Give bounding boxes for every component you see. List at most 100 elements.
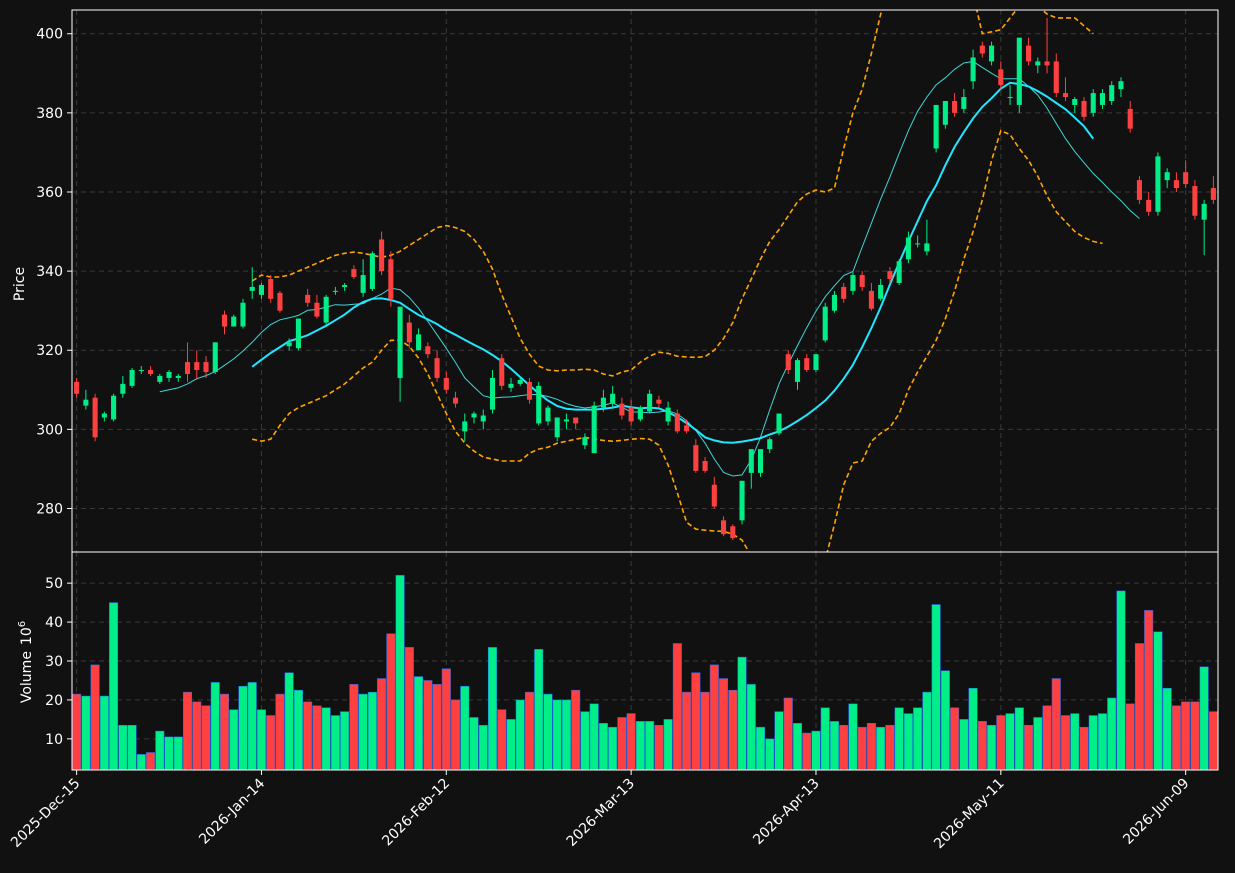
candle-body-70 (721, 520, 727, 535)
volume-bar-71 (728, 689, 738, 770)
volume-bar-12 (183, 691, 193, 770)
candle-body-50 (536, 385, 542, 424)
volume-ytick-label-20: 20 (45, 693, 63, 709)
candle-body-110 (1090, 93, 1096, 113)
volume-bar-68 (700, 691, 710, 770)
candle-body-39 (434, 358, 440, 378)
volume-bar-4 (109, 602, 119, 770)
candle-body-29 (342, 284, 348, 287)
candle-body-62 (647, 393, 653, 412)
volume-bar-94 (940, 670, 950, 770)
volume-bar-110 (1088, 715, 1098, 770)
candle-body-38 (425, 346, 431, 355)
volume-bar-122 (1199, 666, 1209, 770)
price-ytick-label-380: 380 (36, 106, 63, 122)
volume-bar-62 (645, 721, 655, 770)
volume-bar-22 (275, 693, 285, 770)
volume-bar-114 (1125, 703, 1135, 770)
volume-bar-69 (709, 664, 719, 770)
volume-bar-119 (1171, 705, 1181, 770)
candle-body-52 (554, 417, 560, 438)
price-ytick-label-340: 340 (36, 264, 63, 280)
volume-bar-48 (515, 699, 525, 770)
volume-bar-87 (876, 726, 886, 770)
candle-body-33 (379, 239, 385, 272)
volume-bar-45 (488, 647, 498, 770)
fast-ma-line (159, 60, 1140, 477)
volume-bar-118 (1162, 688, 1172, 770)
candle-body-83 (841, 286, 847, 299)
candle-body-46 (499, 358, 505, 386)
volume-bar-105 (1042, 705, 1052, 770)
volume-bar-79 (802, 732, 812, 770)
candle-body-26 (314, 302, 320, 317)
volume-bar-92 (922, 691, 932, 770)
volume-bar-52 (552, 699, 562, 770)
volume-bar-102 (1014, 707, 1024, 770)
volume-axis-label-text: Volume (19, 651, 35, 703)
candle-body-22 (277, 292, 283, 311)
candle-body-73 (748, 449, 754, 473)
volume-bar-21 (266, 715, 276, 770)
volume-bar-59 (617, 717, 627, 770)
volume-bar-44 (478, 724, 488, 770)
candle-body-114 (1127, 108, 1133, 129)
candle-body-122 (1201, 203, 1207, 220)
candle-body-45 (489, 377, 496, 410)
candle-body-24 (295, 318, 301, 349)
volume-bar-13 (192, 701, 202, 770)
price-ytick-label-400: 400 (36, 27, 63, 43)
price-panel: 280 300 320 340 360 380 400 (36, 9, 1219, 553)
volume-axis-exponent-power: 6 (17, 621, 28, 627)
candle-body-101 (1007, 97, 1013, 99)
volume-bar-77 (783, 697, 793, 770)
candle-body-67 (693, 445, 699, 471)
volume-bar-93 (931, 604, 941, 770)
candle-body-80 (813, 354, 819, 371)
volume-bar-0 (72, 693, 82, 770)
candle-body-112 (1109, 85, 1115, 101)
volume-bar-33 (377, 678, 387, 770)
candle-body-27 (323, 296, 329, 323)
volume-bar-65 (672, 643, 682, 770)
volume-bar-41 (451, 699, 461, 770)
candle-body-58 (610, 393, 616, 404)
candles (74, 17, 1216, 541)
volume-bar-24 (293, 689, 303, 770)
volume-bar-30 (349, 684, 359, 770)
volume-axis-label: Volume 106 (17, 621, 35, 703)
volume-bar-88 (885, 724, 895, 770)
volume-bar-5 (118, 724, 128, 770)
volume-bar-89 (894, 707, 904, 770)
candle-body-12 (184, 362, 191, 374)
volume-bar-34 (386, 633, 396, 770)
volume-bar-115 (1134, 643, 1144, 770)
candle-body-76 (776, 413, 782, 434)
volume-bar-112 (1107, 697, 1117, 770)
candle-body-66 (684, 425, 690, 432)
volume-bar-14 (201, 705, 211, 770)
candle-body-78 (794, 360, 801, 382)
volume-bar-17 (229, 709, 239, 770)
volume-axis-exponent-base: 10 (19, 627, 35, 645)
overlay-lines (159, 10, 1140, 552)
volume-ytick-label-10: 10 (45, 732, 63, 748)
volume-bar-8 (146, 752, 156, 770)
price-ytick-label-300: 300 (36, 422, 63, 438)
volume-bar-123 (1208, 711, 1218, 770)
candle-body-100 (998, 69, 1004, 86)
volume-bar-31 (358, 693, 368, 770)
candle-body-69 (711, 484, 717, 507)
volume-bar-23 (284, 672, 294, 770)
candle-body-48 (517, 379, 523, 384)
volume-ytick-label-50: 50 (45, 576, 63, 592)
candle-body-55 (582, 437, 588, 446)
volume-bar-91 (913, 707, 923, 770)
volume-bar-74 (756, 726, 766, 770)
volume-bar-29 (340, 711, 350, 770)
candle-body-111 (1099, 93, 1106, 105)
candle-body-121 (1192, 186, 1198, 216)
candle-body-57 (600, 397, 606, 408)
volume-bar-99 (987, 724, 997, 770)
x-tick-label-6: 2026-Jun-09 (1120, 776, 1192, 848)
